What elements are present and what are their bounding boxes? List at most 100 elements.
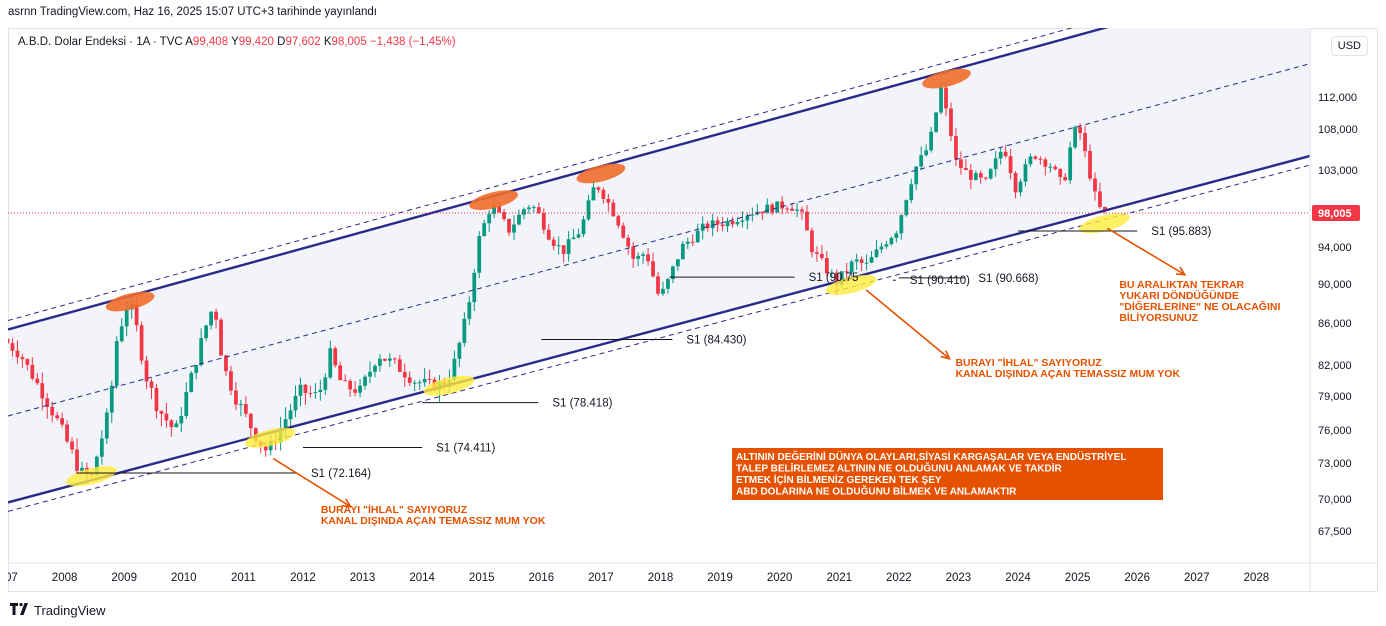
- candle-body: [407, 377, 412, 383]
- candle-body: [1028, 156, 1033, 165]
- candle-body: [700, 223, 705, 231]
- candle-body: [939, 87, 943, 113]
- candle-body: [527, 207, 531, 210]
- candle-body: [169, 420, 174, 428]
- candle-body: [487, 213, 492, 224]
- candle-body: [536, 207, 541, 214]
- touch-highlight-orange: [105, 291, 155, 312]
- time-tick-label: 2021: [826, 572, 852, 584]
- footer-brand[interactable]: TradingView: [10, 603, 106, 618]
- candle-body: [944, 87, 948, 109]
- candle-body: [561, 245, 566, 255]
- time-tick-label: 2007: [8, 572, 18, 584]
- tradingview-brand: TradingView: [34, 603, 106, 618]
- candle-body: [680, 243, 685, 260]
- candle-body: [541, 213, 546, 230]
- candle-body: [30, 364, 35, 379]
- candle-body: [353, 389, 357, 393]
- candle-body: [671, 266, 675, 280]
- annotation-arrow-line: [865, 289, 951, 360]
- candle-body: [1098, 191, 1102, 207]
- candle-body: [164, 413, 169, 421]
- candle-body: [1003, 151, 1008, 157]
- candle-body: [507, 218, 511, 233]
- price-tick-label: 94,000: [1318, 242, 1352, 254]
- candle-body: [725, 220, 730, 227]
- candle-body: [556, 245, 561, 247]
- candle-body: [775, 201, 780, 213]
- candle-body: [765, 204, 770, 214]
- candle-body: [1088, 151, 1092, 179]
- candle-body: [914, 166, 919, 185]
- candle-body: [1023, 164, 1028, 182]
- candle-body: [35, 378, 40, 384]
- candle-body: [904, 200, 909, 216]
- touch-highlight-orange: [469, 190, 518, 210]
- annotation-text: "DİĞERLERİNE" NE OLACAĞINI: [1119, 300, 1280, 313]
- candle-body: [889, 237, 894, 245]
- candle-body: [963, 167, 968, 171]
- candle-body: [874, 249, 879, 258]
- candle-body: [1068, 147, 1073, 181]
- chart-canvas[interactable]: S1 (72.164) S1 (74.411) S1 (78.418) S1 (84.…: [8, 28, 1378, 592]
- candle-body: [209, 311, 213, 326]
- candle-body: [849, 261, 854, 273]
- candle-body: [358, 385, 362, 393]
- candle-body: [517, 214, 521, 225]
- annotation-text: BURAYI "İHLAL" SAYIYORUZ: [321, 503, 468, 516]
- high-value: 99,420: [238, 36, 274, 48]
- time-tick-label: 2027: [1184, 572, 1210, 584]
- candle-body: [40, 383, 45, 399]
- candle-body: [109, 385, 114, 413]
- price-tick-label: 86,000: [1318, 318, 1352, 330]
- time-tick-label: 2017: [588, 572, 614, 584]
- info-box-text: ETMEK İÇİN BİLMENİZ GEREKEN TEK ŞEY: [736, 473, 942, 486]
- candle-body: [959, 159, 963, 168]
- candle-body: [790, 208, 794, 211]
- candle-body: [522, 209, 526, 215]
- candle-body: [283, 419, 288, 429]
- time-tick-label: 2018: [648, 572, 674, 584]
- price-tick-label: 76,000: [1318, 425, 1352, 437]
- candle-body: [606, 198, 611, 203]
- candle-body: [174, 423, 179, 428]
- currency-button[interactable]: USD: [1330, 36, 1368, 56]
- candle-body: [745, 215, 750, 221]
- candle-body: [949, 108, 953, 136]
- support-label: S1 (90.410): [910, 275, 970, 287]
- candle-body: [368, 371, 372, 377]
- tradingview-logo-icon: [10, 603, 30, 618]
- candle-body: [720, 224, 725, 227]
- candle-body: [973, 173, 978, 180]
- candle-body: [378, 358, 382, 366]
- annotation-arrow-head: [940, 350, 951, 360]
- candle-body: [179, 415, 184, 424]
- last-price-tag: [1312, 205, 1360, 221]
- candle-body: [785, 208, 789, 210]
- support-label: S1 (72.164): [311, 468, 371, 480]
- candle-body: [551, 239, 556, 246]
- candle-body: [735, 221, 740, 225]
- time-tick-label: 2020: [767, 572, 793, 584]
- candle-body: [15, 350, 20, 358]
- candle-body: [685, 241, 690, 244]
- candle-body: [472, 272, 477, 303]
- candle-body: [894, 233, 899, 238]
- touch-highlight-orange: [576, 163, 626, 184]
- candle-body: [457, 342, 462, 359]
- candle-body: [99, 438, 104, 457]
- annotation-arrow-head: [1175, 266, 1187, 276]
- touch-highlight-yellow: [244, 427, 296, 448]
- candle-body: [576, 234, 581, 238]
- symbol-name[interactable]: A.B.D. Dolar Endeksi · 1A · TVC: [18, 36, 183, 48]
- candle-body: [601, 189, 606, 199]
- candle-body: [80, 467, 84, 471]
- price-tick-label: 73,000: [1318, 458, 1352, 470]
- touch-highlight-yellow: [66, 466, 117, 487]
- time-tick-label: 2025: [1065, 572, 1091, 584]
- candle-body: [159, 411, 164, 414]
- candle-body: [75, 449, 79, 471]
- candle-body: [1083, 133, 1087, 152]
- candle-body: [55, 415, 60, 419]
- price-tick-label: 79,000: [1318, 391, 1352, 403]
